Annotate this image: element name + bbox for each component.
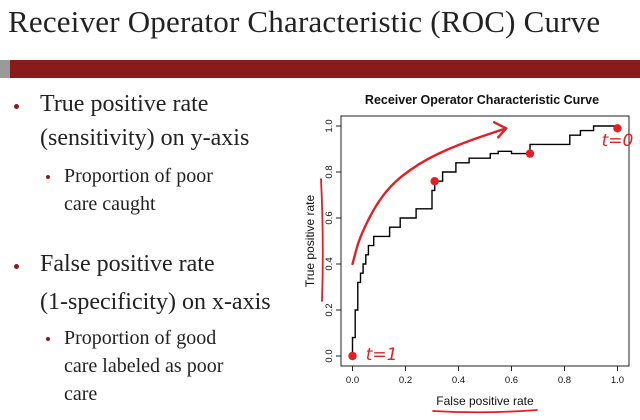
x-tick-label: 0.4: [452, 375, 465, 386]
bullet-dot: [14, 264, 19, 269]
bullet-2-line-1: False positive rate: [40, 251, 215, 277]
annotation-arrowhead: [492, 121, 508, 139]
sub-bullet-dot: [46, 337, 50, 341]
y-tick-label: 0.8: [324, 165, 335, 178]
axis-ticks: 0.0 0.2 0.4 0.6 0.8 1.0 0.0 0.2 0.4 0.6 0.8 1.0: [324, 119, 624, 386]
y-tick-label: 0.0: [324, 349, 335, 362]
y-label-underline: [320, 178, 324, 302]
x-tick-label: 0.2: [399, 375, 412, 386]
roc-plot: Receiver Operator Characteristic Curve 0…: [300, 82, 640, 420]
annotation-arrow-curve: [351, 127, 508, 266]
threshold-label: t=0: [602, 131, 634, 151]
bullet-2-line-2: (1-specificity) on x-axis: [40, 289, 271, 315]
bullet-1-line-2: (sensitivity) on y-axis: [40, 125, 250, 151]
x-tick-label: 0.8: [558, 375, 571, 386]
x-tick-label: 0.6: [505, 375, 518, 386]
bullet-2-sub-line-2: care labeled as poor: [64, 355, 224, 377]
bullet-dot: [14, 104, 19, 109]
y-tick-label: 0.4: [324, 257, 335, 270]
plot-frame: [340, 115, 630, 367]
y-tick-label: 1.0: [324, 119, 335, 132]
threshold-point: [430, 177, 439, 186]
bullet-2-sub-line-1: Proportion of good: [64, 327, 217, 349]
threshold-label: t=1: [366, 345, 398, 365]
sub-bullet-dot: [46, 175, 50, 179]
title-rule: [0, 60, 640, 78]
bullet-1-line-1: True positive rate: [40, 91, 209, 117]
x-tick-label: 0.0: [346, 375, 359, 386]
x-axis-label: False positive rate: [436, 394, 534, 408]
x-label-underline: [432, 409, 538, 414]
slide-title: Receiver Operator Characteristic (ROC) C…: [8, 4, 601, 39]
bullet-2-sub-line-3: care: [64, 383, 98, 405]
title-rule-red: [10, 60, 640, 78]
y-tick-label: 0.2: [324, 303, 335, 316]
y-axis-label: True positive rate: [303, 195, 317, 288]
threshold-point: [613, 124, 622, 133]
threshold-point: [348, 351, 357, 361]
bullet-1-sub-line-2: care caught: [64, 193, 156, 215]
y-tick-label: 0.6: [324, 211, 335, 224]
roc-curve-line: [351, 125, 618, 356]
roc-chart: Receiver Operator Characteristic Curve 0…: [303, 93, 634, 414]
chart-title: Receiver Operator Characteristic Curve: [365, 93, 599, 107]
title-rule-gray: [0, 60, 10, 78]
threshold-point: [525, 149, 535, 158]
bullet-1-sub-line-1: Proportion of poor: [64, 165, 213, 187]
x-tick-label: 1.0: [611, 375, 624, 386]
annotations: t=1 t=0: [320, 121, 634, 414]
